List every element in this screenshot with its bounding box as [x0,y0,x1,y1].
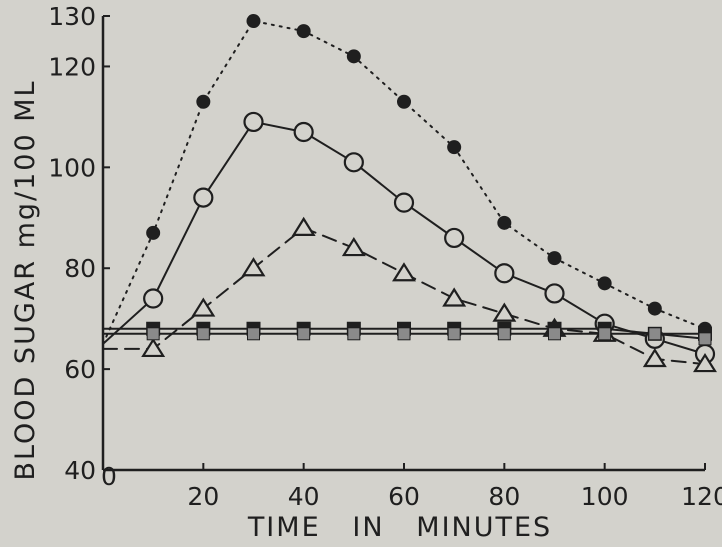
x-tick-label: 80 [488,482,520,511]
data-point [196,94,211,109]
data-point [191,297,216,317]
data-point [547,251,562,266]
series-5 [102,327,712,346]
data-point [297,327,311,341]
y-tick-label: 80 [64,254,96,283]
data-point [642,347,667,368]
y-tick-label: 130 [48,2,96,31]
data-point [241,257,266,277]
y-axis-title: BLOOD SUGAR mg/100 ML [10,79,41,480]
series-1 [102,14,712,345]
data-point [243,111,264,133]
data-point [693,352,717,373]
data-point [447,140,462,155]
data-point [196,327,210,341]
data-point [146,327,160,341]
y-tick-label: 100 [48,153,96,182]
data-point [397,327,411,341]
data-point [146,225,161,240]
y-tick-label: 60 [64,355,96,384]
data-point [143,288,164,309]
plot-area [102,14,717,373]
data-point [648,327,662,341]
data-point [393,192,415,213]
x-tick-label: 20 [187,482,219,511]
data-point [497,215,512,230]
data-point [494,263,515,284]
data-point [343,152,364,173]
x-tick-label: 120 [681,482,722,511]
data-point [598,327,612,341]
data-point [397,94,411,109]
x-tick-label: 0 [101,462,117,491]
data-point [392,262,416,282]
data-point [346,49,361,64]
series-1-line [102,20,706,345]
x-axis-title: TIME IN MINUTES [247,512,552,543]
data-point [497,327,511,341]
data-point [291,216,316,236]
x-tick-label: 60 [388,482,420,511]
data-point [247,327,260,341]
data-point [296,24,311,39]
series-3-line [102,226,706,366]
data-point [492,302,517,322]
x-tick-label: 40 [288,482,320,511]
data-point [548,327,561,341]
data-point [647,301,662,316]
data-point [341,236,366,257]
data-point [246,14,261,29]
data-point [544,283,565,304]
y-tick-label: 120 [48,52,96,81]
data-point [444,227,465,249]
data-point [447,327,461,341]
axes: 20 40 60 80 100 120 40 60 80 100 120 130 0 [48,2,722,511]
data-point [597,276,612,291]
x-tick-label: 100 [581,482,629,511]
data-point [293,121,314,143]
data-point [141,337,166,358]
series-3 [102,216,717,373]
data-point [193,187,214,208]
y-tick-label: 40 [64,456,96,485]
data-point [347,327,361,341]
series-2-line [102,120,706,355]
data-point [698,332,712,346]
data-point [442,287,467,307]
